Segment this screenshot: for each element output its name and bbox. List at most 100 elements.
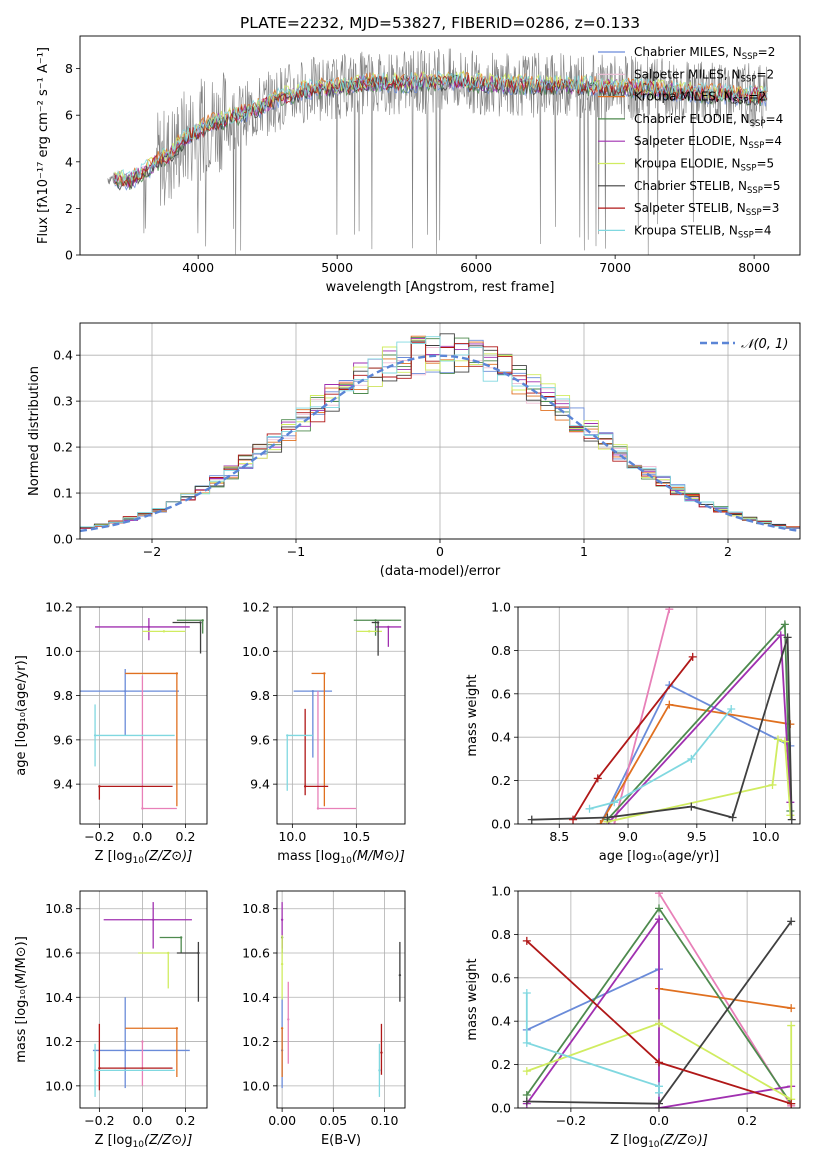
y-tick-label: 10.0 xyxy=(242,644,270,659)
y-tick-label: 0 xyxy=(65,248,73,263)
data-point xyxy=(162,630,166,633)
series-line xyxy=(531,637,793,821)
x-tick-label: 0.05 xyxy=(319,1113,347,1128)
y-tick-label: 10.2 xyxy=(242,600,270,615)
y-tick-label: 0.3 xyxy=(53,394,73,409)
x-tick-label: 0.0 xyxy=(132,829,152,844)
data-point xyxy=(311,689,315,693)
y-tick-label: 0.6 xyxy=(491,686,511,701)
y-tick-label: 0.0 xyxy=(491,817,511,832)
plot-area-weight_vs_z xyxy=(522,891,796,1108)
spectrum-model-line xyxy=(114,70,768,183)
data-point xyxy=(378,1069,381,1072)
data-point xyxy=(323,672,326,675)
data-point xyxy=(98,1066,101,1070)
data-point xyxy=(199,621,202,624)
series-marker xyxy=(527,815,536,824)
axes-mass_vs_z: −0.2 0.0 0.2 10.0 10.2 10.4 10.6 10.8 Z [log10(Z… xyxy=(14,890,208,1150)
data-point xyxy=(93,734,97,737)
data-point xyxy=(197,951,200,955)
series-marker xyxy=(688,652,697,661)
data-point xyxy=(376,621,380,624)
y-tick-label: 0.4 xyxy=(53,348,73,363)
x-tick-label: −0.2 xyxy=(84,829,114,844)
data-point xyxy=(280,962,284,966)
y-tick-label: 10.4 xyxy=(242,990,270,1005)
y-tick-label: 10.6 xyxy=(242,946,270,961)
series-marker xyxy=(687,802,696,811)
x-tick-label: 0.2 xyxy=(737,1113,757,1128)
x-axis-label: mass [log10(M/M⊙)] xyxy=(277,849,405,866)
y-tick-label: 1.0 xyxy=(491,884,511,899)
series-marker xyxy=(655,1099,663,1108)
series-line xyxy=(526,968,660,1031)
data-point xyxy=(93,1069,97,1072)
series-marker xyxy=(522,988,531,997)
legend-label: Kroupa ELODIE, NSSP=5 xyxy=(634,157,774,174)
series-marker xyxy=(786,811,795,820)
y-tick-label: 10.4 xyxy=(45,990,73,1005)
axes-mass_vs_ebv: 0.00 0.05 0.10 10.0 10.2 10.4 10.6 10.8 E(B-V) xyxy=(242,890,406,1148)
x-tick-label: 6000 xyxy=(460,260,492,275)
series-marker xyxy=(728,813,737,822)
plot-area-age_vs_mass xyxy=(286,619,402,810)
y-axis-label: mass [log₁₀(M/M⊙)] xyxy=(14,936,29,1063)
x-tick-label: 8000 xyxy=(738,260,770,275)
y-tick-label: 2 xyxy=(65,201,73,216)
y-tick-label: 10.0 xyxy=(242,1078,270,1093)
x-tick-label: 2 xyxy=(724,544,732,559)
x-tick-label: 0 xyxy=(436,544,444,559)
axes-frame xyxy=(517,606,801,825)
axes-frame xyxy=(79,35,801,256)
series-marker xyxy=(776,631,785,640)
series-marker xyxy=(780,620,789,629)
y-tick-label: 10.0 xyxy=(45,1078,73,1093)
histogram-step xyxy=(80,336,800,529)
data-point xyxy=(287,1018,290,1021)
axes-weight_vs_age: 8.5 9.0 9.5 10.0 0.0 0.2 0.4 0.6 0.8 1.0 age [log₁… xyxy=(465,600,801,864)
x-tick-label: 8.5 xyxy=(549,829,569,844)
series-marker xyxy=(665,607,674,614)
data-point xyxy=(398,973,402,977)
x-tick-label: 0.0 xyxy=(132,1113,152,1128)
x-tick-label: 9.5 xyxy=(687,829,707,844)
series-marker xyxy=(603,813,612,822)
series-marker xyxy=(787,1099,796,1108)
x-tick-label: 0.10 xyxy=(371,1113,399,1128)
y-tick-label: 9.8 xyxy=(250,688,270,703)
plot-area-mass_vs_ebv xyxy=(280,902,402,1097)
series-marker xyxy=(780,737,789,746)
x-axis-label: (data-model)/error xyxy=(380,564,501,579)
series-marker xyxy=(655,915,663,924)
axes-residuals: −2 −1 0 1 2 0.0 0.1 0.2 0.3 0.4 (data-model)/error… xyxy=(27,322,801,579)
y-tick-label: 10.6 xyxy=(45,946,73,961)
y-tick-label: 10.2 xyxy=(45,1034,73,1049)
series-line xyxy=(526,916,792,1108)
series-marker xyxy=(522,936,531,945)
x-tick-label: 10.0 xyxy=(752,829,780,844)
data-point xyxy=(147,625,151,629)
y-tick-label: 0.2 xyxy=(491,773,511,788)
x-tick-label: 10.0 xyxy=(278,829,306,844)
series-marker xyxy=(655,1058,663,1067)
y-tick-label: 1.0 xyxy=(491,600,511,615)
y-axis-label: mass weight xyxy=(465,958,480,1040)
y-tick-label: 0.2 xyxy=(53,440,73,455)
data-point xyxy=(98,785,101,788)
data-point xyxy=(367,630,371,633)
series-marker xyxy=(655,1088,663,1097)
legend-label: Salpeter MILES, NSSP=2 xyxy=(634,67,774,84)
axes-frame xyxy=(79,890,208,1109)
series-marker xyxy=(610,798,619,807)
data-point xyxy=(280,1027,284,1030)
data-point xyxy=(175,672,179,675)
x-tick-label: 4000 xyxy=(182,260,214,275)
legend-label: Chabrier MILES, NSSP=2 xyxy=(634,45,775,62)
axes-spectrum: 4000 5000 6000 7000 8000 0 2 4 6 8 wavelength [Ang… xyxy=(36,35,801,295)
y-tick-label: 10.8 xyxy=(242,901,270,916)
x-tick-label: 10.5 xyxy=(342,829,370,844)
figure-title: PLATE=2232, MJD=53827, FIBERID=0286, z=0… xyxy=(240,14,640,32)
series-marker xyxy=(655,1019,663,1028)
y-tick-label: 9.6 xyxy=(250,732,270,747)
data-point xyxy=(280,918,284,921)
